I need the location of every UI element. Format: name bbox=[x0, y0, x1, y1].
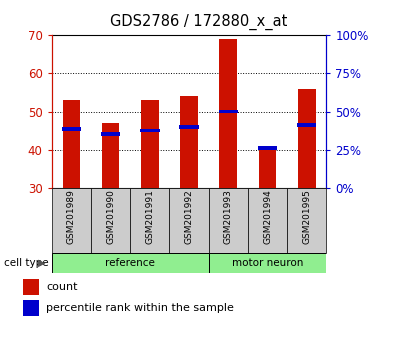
Text: GSM201994: GSM201994 bbox=[263, 190, 272, 244]
Bar bbox=[23, 279, 39, 295]
Bar bbox=[259, 149, 276, 188]
Bar bbox=[102, 123, 119, 188]
Bar bbox=[62, 100, 80, 188]
Text: GSM201990: GSM201990 bbox=[106, 190, 115, 245]
Bar bbox=[298, 88, 316, 188]
FancyBboxPatch shape bbox=[248, 188, 287, 253]
Text: GSM201995: GSM201995 bbox=[302, 190, 311, 245]
FancyBboxPatch shape bbox=[209, 253, 326, 273]
Bar bbox=[258, 146, 277, 149]
Text: ▶: ▶ bbox=[38, 258, 45, 268]
Bar bbox=[62, 127, 81, 131]
FancyBboxPatch shape bbox=[209, 188, 248, 253]
Text: GSM201991: GSM201991 bbox=[145, 190, 154, 245]
Text: GSM201992: GSM201992 bbox=[185, 190, 193, 244]
FancyBboxPatch shape bbox=[287, 188, 326, 253]
Bar bbox=[219, 39, 237, 188]
Text: GSM201993: GSM201993 bbox=[224, 190, 233, 245]
Text: cell type: cell type bbox=[4, 258, 49, 268]
FancyBboxPatch shape bbox=[130, 188, 170, 253]
Bar bbox=[219, 110, 238, 113]
Text: GSM201989: GSM201989 bbox=[67, 190, 76, 245]
Bar bbox=[179, 125, 199, 129]
Bar bbox=[180, 96, 198, 188]
FancyBboxPatch shape bbox=[170, 188, 209, 253]
Text: motor neuron: motor neuron bbox=[232, 258, 303, 268]
Text: reference: reference bbox=[105, 258, 155, 268]
Text: GDS2786 / 172880_x_at: GDS2786 / 172880_x_at bbox=[110, 14, 288, 30]
Bar bbox=[101, 132, 120, 136]
FancyBboxPatch shape bbox=[52, 253, 209, 273]
Text: percentile rank within the sample: percentile rank within the sample bbox=[46, 303, 234, 313]
Bar bbox=[23, 300, 39, 316]
Bar bbox=[141, 100, 159, 188]
FancyBboxPatch shape bbox=[91, 188, 130, 253]
Text: count: count bbox=[46, 282, 78, 292]
FancyBboxPatch shape bbox=[52, 188, 91, 253]
Bar bbox=[297, 123, 316, 127]
Bar bbox=[140, 129, 160, 132]
